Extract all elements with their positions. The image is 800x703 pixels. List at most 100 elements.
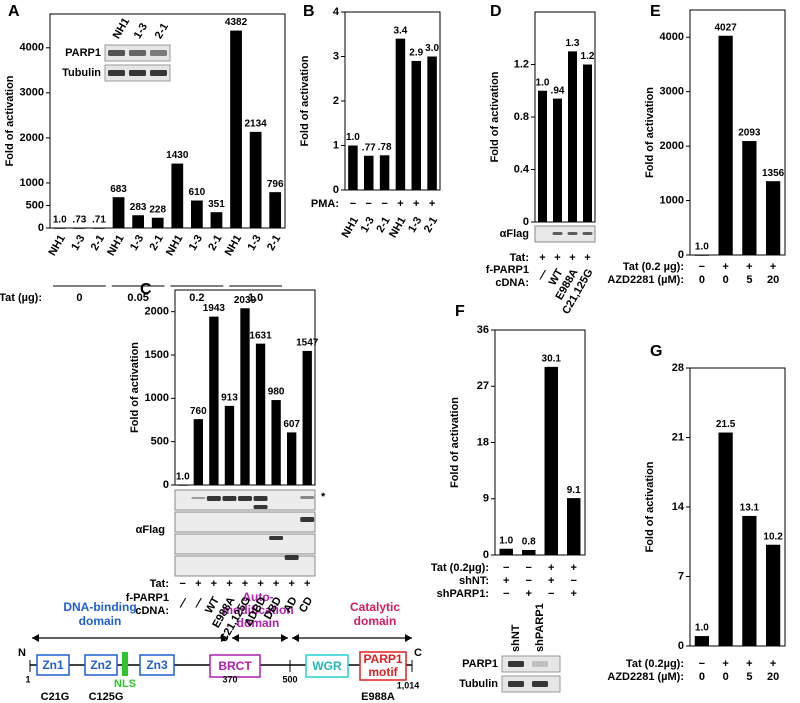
condition-mark: + <box>722 261 728 273</box>
region-label: domain <box>354 614 397 628</box>
group-label: 1.0 <box>248 292 263 304</box>
condition-mark: − <box>699 658 705 670</box>
bar <box>364 155 374 190</box>
row-label: Tat: <box>510 252 529 264</box>
blot-band <box>108 50 125 56</box>
row-label: Tat (0.2µg): <box>626 658 684 670</box>
value-label: 1.0 <box>53 215 67 226</box>
blot-lane-label: 1-3 <box>132 21 150 41</box>
value-label: 1.2 <box>581 51 595 62</box>
category-axis-label: f-PARP1 <box>486 264 529 276</box>
y-tick-label: 0 <box>523 216 529 228</box>
terminus: C <box>414 647 422 659</box>
bar <box>93 227 105 229</box>
y-tick-label: 4000 <box>660 31 684 43</box>
bar <box>538 90 547 222</box>
bar <box>209 316 219 485</box>
x-tick-label: 1-3 <box>69 233 87 253</box>
value-label: 4382 <box>225 17 248 28</box>
blot-band <box>206 496 221 501</box>
blot-strip <box>534 225 596 243</box>
condition-mark: + <box>242 578 248 590</box>
x-tick-label: NH1 <box>340 215 361 240</box>
group-label: 0.05 <box>127 292 148 304</box>
y-tick-label: 1.2 <box>514 58 529 70</box>
y-tick-label: 3 <box>333 50 339 62</box>
y-tick-label: 0 <box>38 222 44 234</box>
blot-strip <box>174 511 316 533</box>
x-tick-label: 2-1 <box>422 215 440 235</box>
y-tick-label: 28 <box>672 362 684 374</box>
bar <box>53 227 66 229</box>
blot-band <box>284 555 299 560</box>
y-tick-label: 500 <box>151 436 169 448</box>
value-label: 1.0 <box>176 472 190 483</box>
blot-strip <box>174 555 316 577</box>
condition-mark: 5 <box>746 274 752 286</box>
box-label: Zn1 <box>42 658 64 672</box>
value-label: 1.0 <box>695 242 709 253</box>
y-tick-label: 0 <box>333 184 339 196</box>
blot-lane-label: shPARP1 <box>534 603 546 652</box>
bar <box>132 215 144 228</box>
y-tick-label: 1000 <box>660 194 684 206</box>
condition-mark: − <box>503 588 509 600</box>
condition-mark: + <box>304 578 310 590</box>
bar <box>348 145 358 190</box>
condition-mark: + <box>257 578 263 590</box>
x-tick-label: NH1 <box>223 233 244 258</box>
y-tick-label: 14 <box>672 501 685 513</box>
blot-band <box>108 70 125 76</box>
bar <box>766 181 781 255</box>
panel-label: B <box>303 3 315 20</box>
panel-label: C <box>140 281 152 298</box>
y-tick-label: 2000 <box>660 140 684 152</box>
row-label: AZD2281 (µM): <box>607 671 684 683</box>
bar <box>178 484 188 486</box>
bar <box>718 432 733 646</box>
value-label: 760 <box>190 406 207 417</box>
y-tick-label: 1500 <box>145 349 169 361</box>
panel-label: E <box>650 3 661 20</box>
nls-box <box>122 652 128 676</box>
bar <box>742 141 757 255</box>
blot-band <box>150 70 167 76</box>
value-label: 913 <box>221 393 238 404</box>
blot-band <box>150 50 167 56</box>
blot-lane-label: shNT <box>510 624 522 652</box>
plot-frame <box>689 9 786 256</box>
mutation-label: C21G <box>41 691 70 703</box>
value-label: 351 <box>208 199 225 210</box>
value-label: 3.0 <box>425 43 439 54</box>
value-label: 283 <box>130 202 147 213</box>
value-label: 1631 <box>249 330 272 341</box>
condition-mark: + <box>503 575 509 587</box>
blot-row-label: PARP1 <box>65 47 101 59</box>
domain-box <box>209 654 261 678</box>
value-label: 228 <box>149 204 166 215</box>
blot-band <box>567 232 578 235</box>
bar <box>499 548 513 555</box>
y-tick-label: 0.4 <box>514 163 530 175</box>
value-label: .71 <box>92 215 106 226</box>
condition-mark: + <box>397 198 403 210</box>
x-tick-label: — <box>535 267 551 283</box>
value-label: .73 <box>72 215 86 226</box>
value-label: 3.4 <box>393 25 407 36</box>
blot-band <box>508 681 524 687</box>
bar <box>427 56 437 190</box>
x-tick-label: NH1 <box>164 233 185 258</box>
value-label: 0.8 <box>522 537 536 548</box>
bar <box>191 200 203 228</box>
condition-mark: − <box>526 562 532 574</box>
box-label: motif <box>368 665 398 679</box>
value-label: 1.0 <box>536 77 550 88</box>
y-tick-label: 1 <box>333 139 339 151</box>
condition-mark: + <box>548 575 554 587</box>
domain-box <box>305 654 349 678</box>
y-tick-label: 1000 <box>20 177 44 189</box>
value-label: 1.0 <box>346 132 360 143</box>
y-axis-label: Fold of activation <box>644 461 656 552</box>
bar <box>395 38 406 191</box>
bar <box>112 197 125 228</box>
